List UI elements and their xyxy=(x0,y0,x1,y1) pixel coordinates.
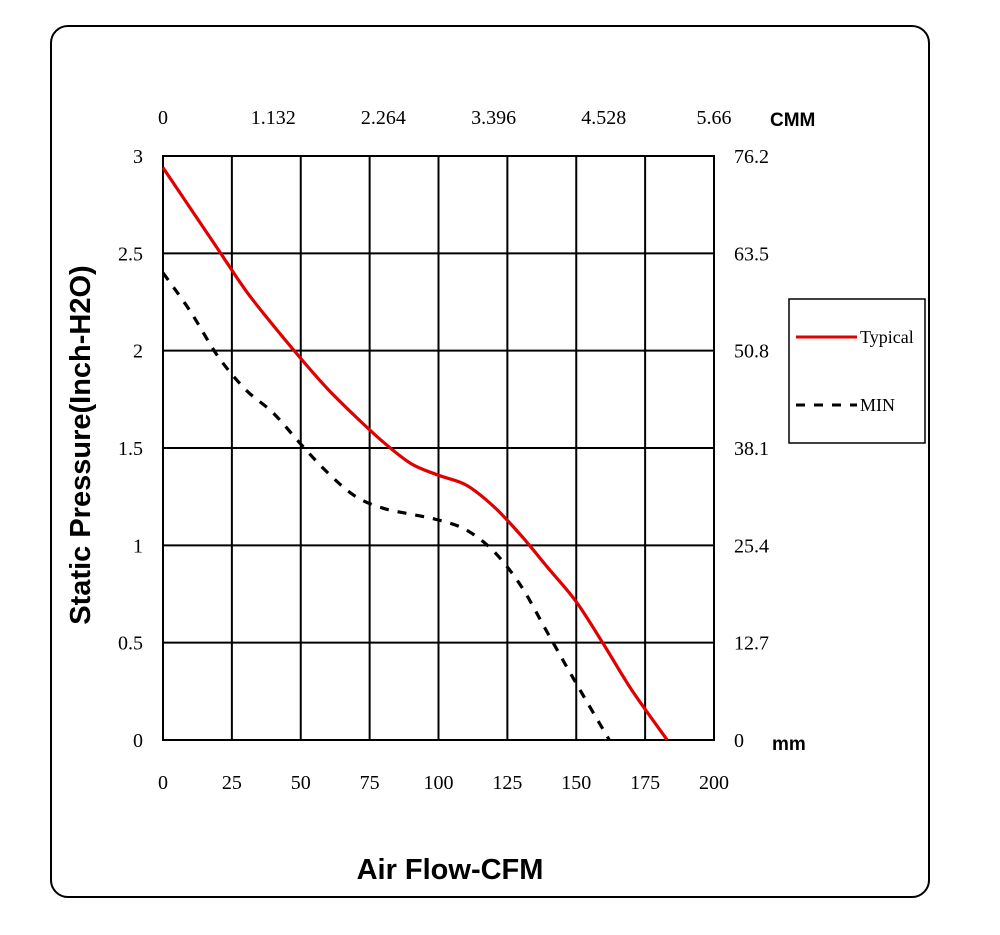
x-tick-label: 150 xyxy=(561,772,591,794)
tick-labels: 0 25 50 75 100 125 150 175 20000.511.522.53012.7… xyxy=(118,107,769,794)
right-tick-label: 63.5 xyxy=(734,243,769,265)
right-tick-label: 38.1 xyxy=(734,438,769,460)
grid xyxy=(163,156,714,740)
x-tick-label: 50 xyxy=(291,772,311,794)
plot-area xyxy=(162,155,715,741)
right-axis-unit: mm xyxy=(772,734,806,755)
series-line-typical xyxy=(161,166,669,741)
y-tick-label: 2 xyxy=(133,341,143,363)
y-tick-label: 0 xyxy=(133,730,143,752)
top-tick-label: 5.66 xyxy=(697,107,732,129)
x-axis-title: Air Flow-CFM xyxy=(357,854,544,886)
right-tick-label: 12.7 xyxy=(734,633,769,655)
legend-label-typical: Typical xyxy=(860,327,914,347)
top-tick-label: 1.132 xyxy=(251,107,296,129)
x-tick-label: 125 xyxy=(492,772,522,794)
series-group xyxy=(161,166,669,741)
legend-label-min: MIN xyxy=(860,395,895,415)
legend-box xyxy=(788,298,926,444)
x-tick-label: 100 xyxy=(424,772,454,794)
right-tick-label: 25.4 xyxy=(734,535,769,557)
top-tick-label: 2.264 xyxy=(361,107,406,129)
right-tick-label: 76.2 xyxy=(734,146,769,168)
top-tick-label: 0 xyxy=(158,107,168,129)
y-tick-label: 3 xyxy=(133,146,143,168)
y-tick-label: 1 xyxy=(133,535,143,557)
y-axis-title: Static Pressure(Inch-H2O) xyxy=(65,265,97,624)
y-tick-label: 1.5 xyxy=(118,438,143,460)
series-line-min xyxy=(161,271,611,741)
top-axis-unit: CMM xyxy=(770,110,815,131)
top-tick-label: 4.528 xyxy=(581,107,626,129)
legend: Typical MIN xyxy=(788,298,926,444)
x-tick-label: 0 xyxy=(158,772,168,794)
x-tick-label: 200 xyxy=(699,772,729,794)
x-tick-label: 75 xyxy=(360,772,380,794)
x-tick-label: 25 xyxy=(222,772,242,794)
x-tick-label: 175 xyxy=(630,772,660,794)
y-tick-label: 2.5 xyxy=(118,243,143,265)
chart-frame xyxy=(50,25,930,898)
y-tick-label: 0.5 xyxy=(118,633,143,655)
right-tick-label: 0 xyxy=(734,730,744,752)
right-tick-label: 50.8 xyxy=(734,341,769,363)
top-tick-label: 3.396 xyxy=(471,107,516,129)
